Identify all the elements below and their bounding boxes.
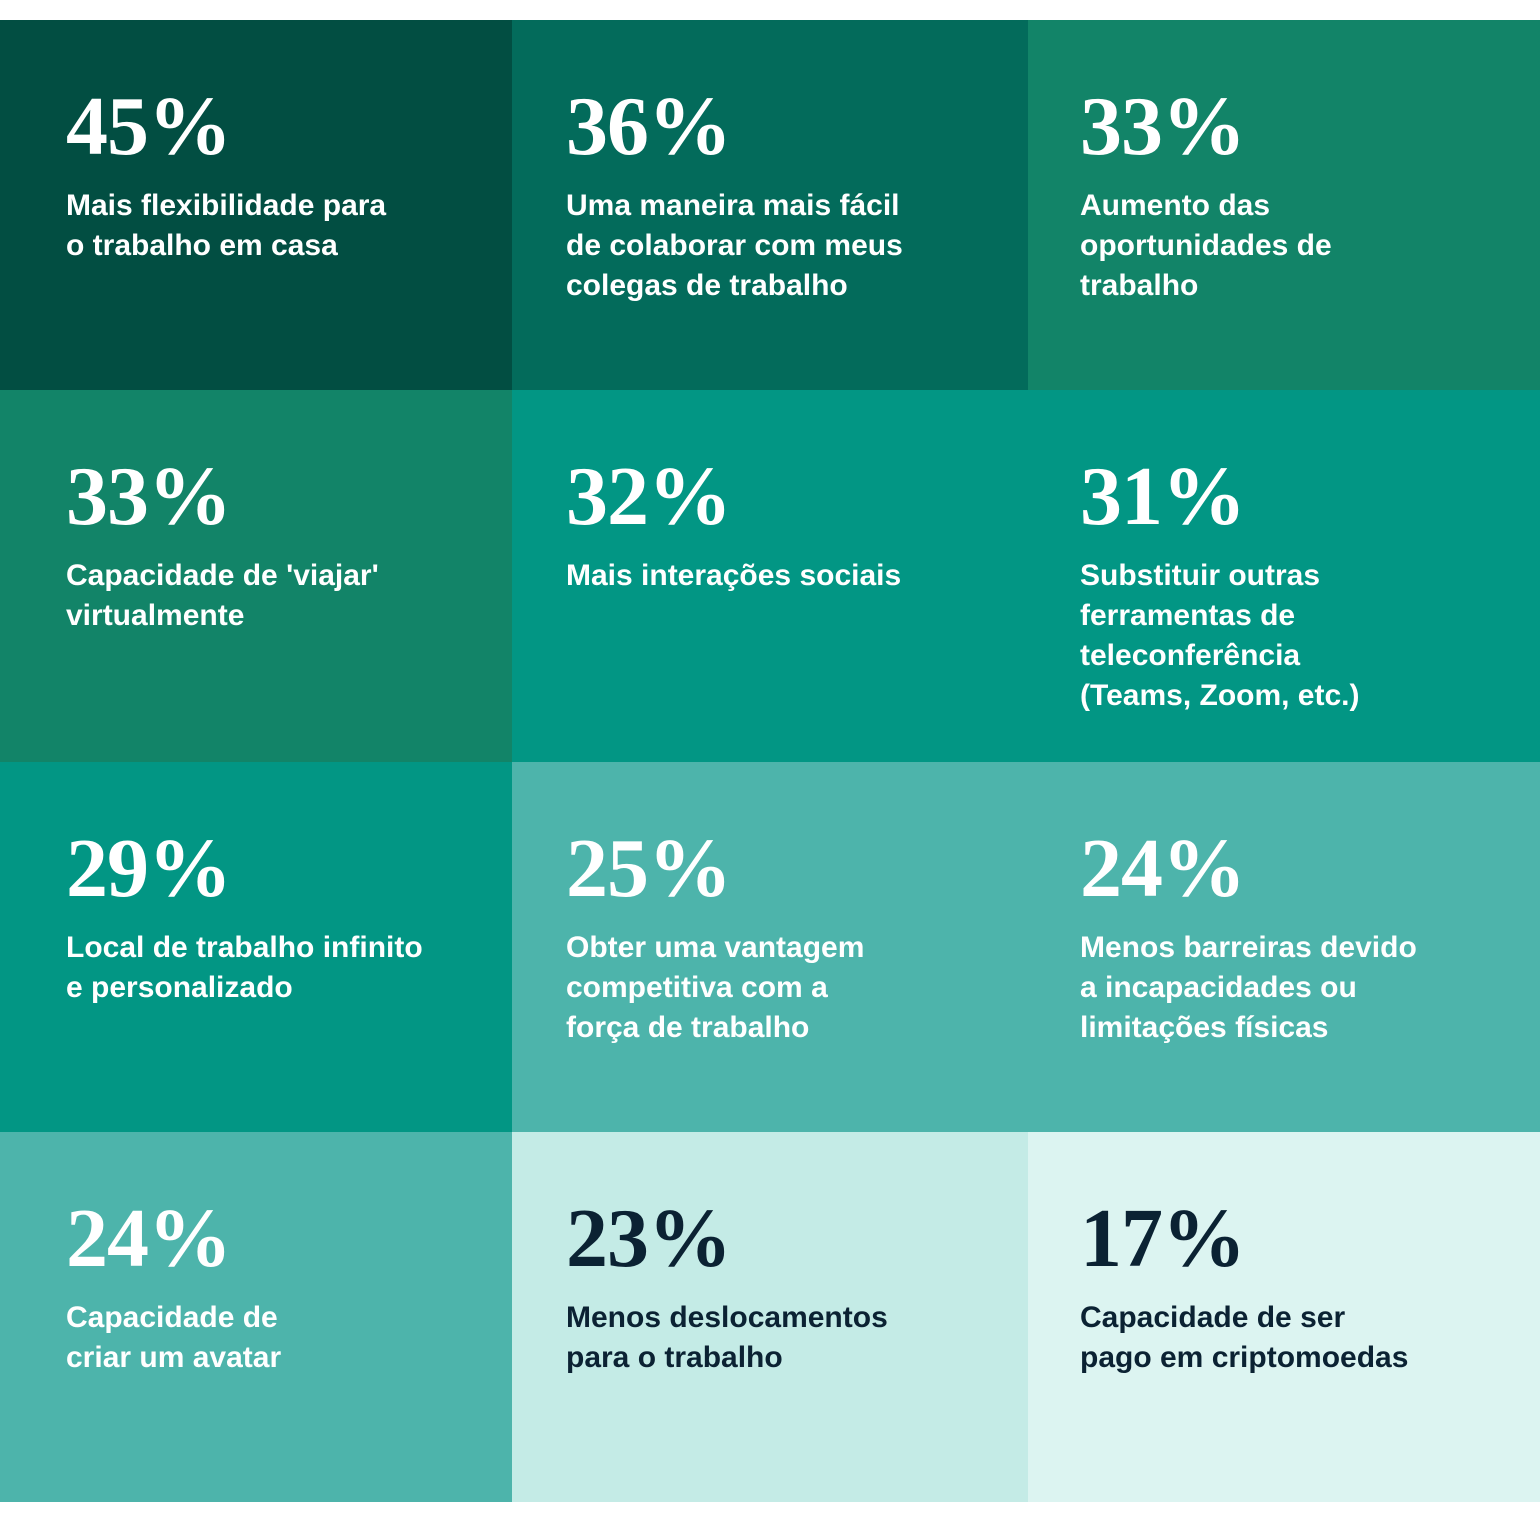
stat-cell: 45% Mais flexibilidade para o trabalho em…: [0, 20, 512, 390]
stat-cell: 24% Capacidade de criar um avatar: [0, 1132, 512, 1502]
stat-label: Local de trabalho infinito e personaliza…: [66, 931, 423, 1004]
stat-cell: 29% Local de trabalho infinito e personal…: [0, 762, 512, 1132]
stat-cell: 23% Menos deslocamentos para o trabalho: [512, 1132, 1028, 1502]
stat-cell: 31% Substituir outras ferramentas de tele…: [1028, 390, 1540, 762]
stat-value: 23%: [566, 1192, 732, 1285]
stat-value: 36%: [566, 80, 732, 173]
stat-label: Uma maneira mais fácil de colaborar com …: [566, 189, 903, 302]
stat-label: Capacidade de criar um avatar: [66, 1301, 282, 1374]
stat-value: 24%: [1080, 822, 1246, 915]
stat-label: Menos deslocamentos para o trabalho: [566, 1301, 888, 1374]
stat-value: 45%: [66, 80, 232, 173]
stat-label: Mais interações sociais: [566, 559, 902, 592]
stat-label: Menos barreiras devido a incapacidades o…: [1080, 931, 1417, 1044]
stat-value: 33%: [66, 450, 232, 543]
stat-value: 32%: [566, 450, 732, 543]
stat-label: Substituir outras ferramentas de telecon…: [1080, 559, 1360, 712]
stat-label: Capacidade de ser pago em criptomoedas: [1080, 1301, 1409, 1374]
stat-value: 24%: [66, 1192, 232, 1285]
stat-value: 33%: [1080, 80, 1246, 173]
stat-cell: 33% Capacidade de 'viajar' virtualmente: [0, 390, 512, 762]
stat-cell: 25% Obter uma vantagem competitiva com a …: [512, 762, 1028, 1132]
stat-cell: 17% Capacidade de ser pago em criptomoeda…: [1028, 1132, 1540, 1502]
stat-label: Capacidade de 'viajar' virtualmente: [66, 559, 379, 632]
stat-value: 25%: [566, 822, 732, 915]
stat-cell: 33% Aumento das oportunidades de trabalho: [1028, 20, 1540, 390]
stat-label: Mais flexibilidade para o trabalho em ca…: [66, 189, 387, 262]
stat-cell: 36% Uma maneira mais fácil de colaborar c…: [512, 20, 1028, 390]
stat-cell: 24% Menos barreiras devido a incapacidade…: [1028, 762, 1540, 1132]
stats-grid: 45% Mais flexibilidade para o trabalho em…: [0, 20, 1540, 1502]
stat-label: Obter uma vantagem competitiva com a for…: [566, 931, 865, 1044]
stat-value: 31%: [1080, 450, 1246, 543]
stat-label: Aumento das oportunidades de trabalho: [1080, 189, 1332, 302]
stat-value: 17%: [1080, 1192, 1246, 1285]
stat-value: 29%: [66, 822, 232, 915]
stat-cell: 32% Mais interações sociais: [512, 390, 1028, 762]
